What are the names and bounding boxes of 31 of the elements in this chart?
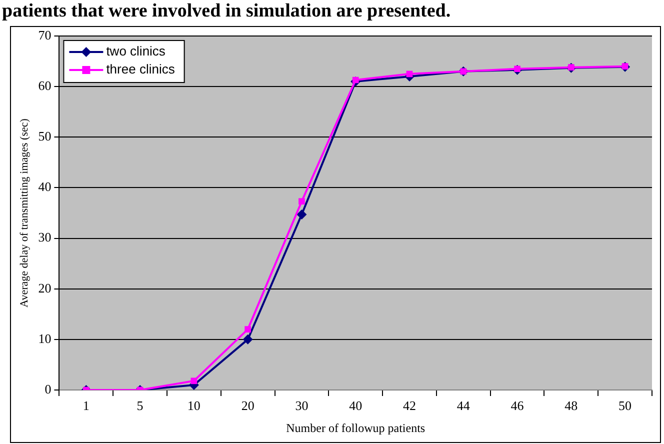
x-tick-label: 50 — [618, 398, 632, 414]
point — [190, 378, 198, 384]
y-tick-label: 60 — [38, 78, 52, 93]
point — [352, 76, 359, 84]
point — [296, 210, 307, 220]
y-tick-label: 40 — [38, 179, 52, 194]
y-tick-label: 0 — [44, 381, 52, 396]
legend-label: three clinics — [106, 62, 176, 77]
y-tick-label: 70 — [38, 27, 52, 42]
point — [244, 326, 251, 332]
x-tick-label: 40 — [349, 398, 362, 414]
point — [406, 70, 413, 78]
y-tick-label: 20 — [38, 280, 52, 296]
y-tick-label: 50 — [38, 128, 52, 144]
x-tick-label: 10 — [187, 398, 200, 414]
x-tick-label: 5 — [136, 398, 144, 414]
point — [298, 198, 305, 205]
text: patients that were involved in simulation are presented. — [2, 0, 451, 22]
legend-label: two clinics — [106, 44, 166, 59]
x-axis-title: Number of followup patients — [286, 420, 426, 435]
x-tick-label: 30 — [295, 398, 308, 414]
x-tick-label: 46 — [510, 398, 524, 414]
y-axis-title: Average delay of transmitting images (sec) — [18, 118, 30, 308]
point — [242, 334, 253, 344]
x-tick-label: 1 — [82, 398, 90, 414]
x-tick-label: 48 — [564, 398, 578, 414]
x-tick-label: 42 — [402, 398, 416, 414]
x-tick-label: 20 — [241, 398, 254, 414]
x-tick-label: 44 — [456, 398, 470, 414]
y-tick-label: 10 — [38, 330, 52, 346]
y-tick-label: 30 — [38, 230, 52, 245]
